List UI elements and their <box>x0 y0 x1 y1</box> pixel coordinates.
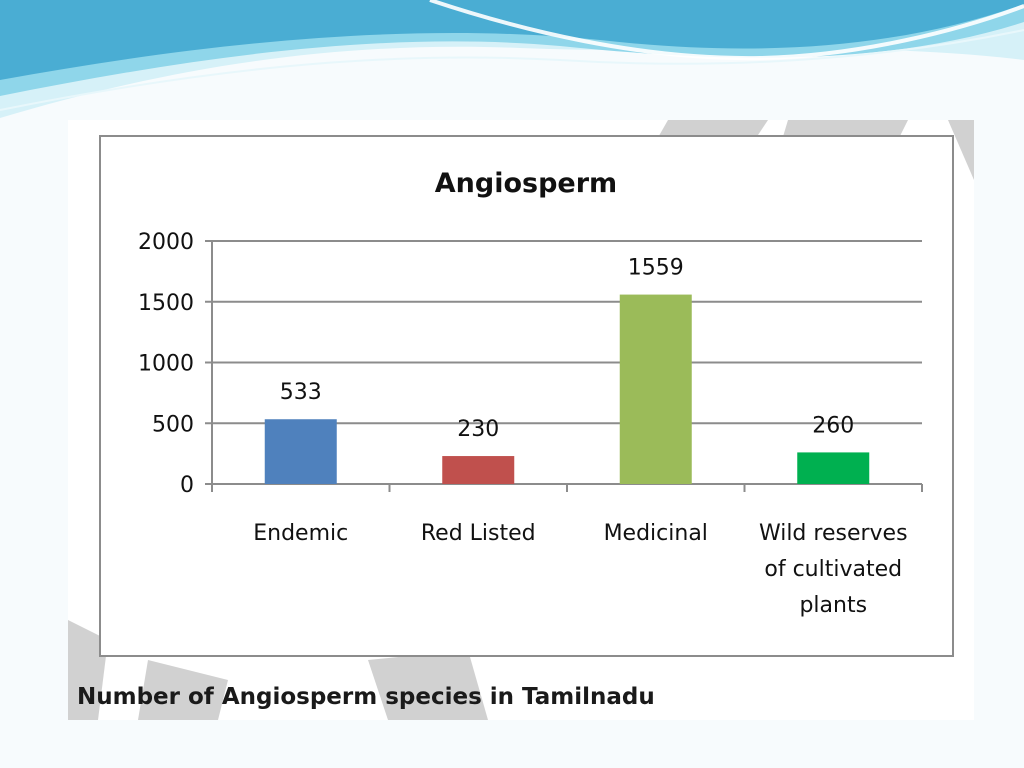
data-label: 260 <box>812 413 854 438</box>
bar-3 <box>797 452 870 484</box>
watermark-stroke-4 <box>68 620 108 720</box>
y-tick-label: 0 <box>180 473 194 498</box>
watermark-stroke-3 <box>948 120 974 180</box>
x-tick-label: Wild reserves <box>759 521 908 546</box>
y-tick-label: 1000 <box>138 352 194 377</box>
x-tick-label: plants <box>799 593 867 618</box>
y-tick-label: 1500 <box>138 291 194 316</box>
chart-figure: Angiosperm 0 500 1000 1500 2000 Endemic Red Li… <box>68 120 974 720</box>
watermark-stroke-5 <box>138 660 228 720</box>
wave-dark <box>0 0 1024 80</box>
data-label: 533 <box>280 380 322 405</box>
wave-white-curve <box>429 0 1024 61</box>
y-tick-label: 2000 <box>138 230 194 255</box>
bars <box>264 294 870 484</box>
x-tick-label: of cultivated <box>764 557 902 582</box>
bar-2 <box>619 294 692 484</box>
x-tick-label: Medicinal <box>604 521 708 546</box>
data-label: 230 <box>457 417 499 442</box>
bar-chart: Angiosperm 0 500 1000 1500 2000 Endemic Red Li… <box>99 135 954 657</box>
y-tick-label: 500 <box>152 412 194 437</box>
chart-frame <box>99 135 954 657</box>
wave-thin-line <box>0 29 1024 111</box>
data-label: 1559 <box>628 256 684 281</box>
figure-caption: Number of Angiosperm species in Tamilnad… <box>77 684 655 710</box>
x-tick-label: Red Listed <box>421 521 536 546</box>
data-labels: 533 230 1559 260 <box>280 256 855 442</box>
bar-1 <box>442 456 515 484</box>
x-tick-label: Endemic <box>253 521 348 546</box>
chart-title: Angiosperm <box>435 168 617 199</box>
bar-0 <box>264 419 337 484</box>
watermark-stroke-6 <box>368 650 488 720</box>
